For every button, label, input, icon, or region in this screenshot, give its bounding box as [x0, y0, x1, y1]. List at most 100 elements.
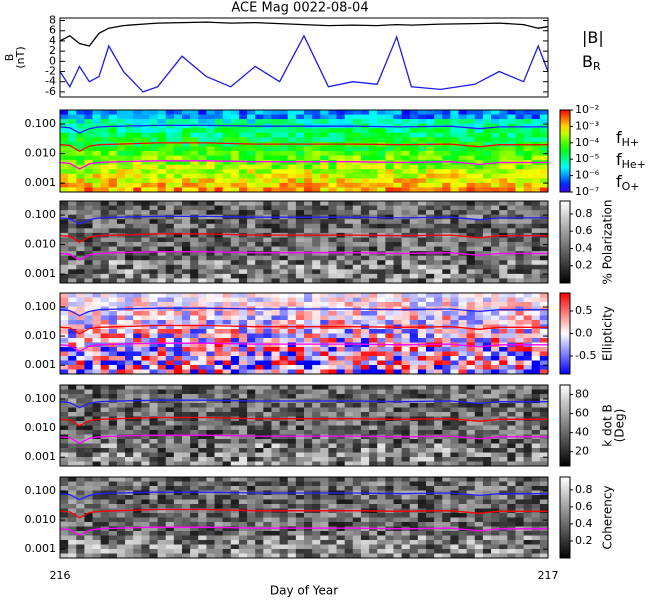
spectrogram-cell: [434, 495, 443, 500]
spectrogram-cell: [125, 128, 134, 134]
spectrogram-cell: [116, 407, 126, 413]
spectrogram-cell: [68, 155, 77, 161]
spectrogram-cell: [539, 128, 549, 134]
spectrogram-cell: [198, 329, 207, 334]
spectrogram-cell: [141, 320, 150, 325]
spectrogram-cell: [68, 347, 77, 352]
spectrogram-cell: [271, 461, 281, 467]
spectrogram-cell: [271, 182, 281, 188]
spectrogram-cell: [84, 302, 94, 307]
spectrogram-cell: [393, 347, 403, 352]
spectrogram-cell: [255, 495, 264, 500]
spectrogram-cell: [198, 508, 207, 514]
spectrogram-cell: [499, 443, 508, 449]
spectrogram-cell: [466, 306, 476, 312]
spectrogram-cell: [214, 219, 224, 225]
spectrogram-cell: [442, 242, 451, 248]
spectrogram-cell: [76, 385, 85, 390]
spectrogram-cell: [369, 201, 378, 207]
spectrogram-cell: [360, 164, 370, 170]
spectrogram-cell: [60, 389, 69, 395]
spectrogram-cell: [304, 481, 313, 487]
spectrogram-cell: [133, 173, 142, 179]
spectrogram-cell: [157, 461, 167, 467]
spectrogram-cell: [222, 315, 232, 321]
spectrogram-cell: [190, 114, 199, 120]
spectrogram-cell: [182, 499, 191, 505]
spectrogram-cell: [434, 169, 443, 175]
spectrogram-cell: [499, 228, 508, 234]
spectrogram-cell: [68, 421, 77, 426]
spectrogram-cell: [352, 342, 362, 348]
spectrogram-cell: [344, 223, 354, 229]
spectrogram-cell: [198, 237, 207, 243]
spectrogram-cell: [182, 269, 191, 275]
spectrogram-cell: [287, 155, 297, 161]
spectrogram-cell: [442, 421, 451, 426]
spectrogram-cell: [141, 486, 150, 491]
spectrogram-cell: [499, 205, 508, 211]
spectrogram-cell: [108, 302, 118, 307]
spectrogram-cell: [466, 302, 476, 307]
spectrogram-cell: [287, 128, 297, 134]
spectrogram-cell: [417, 178, 427, 184]
spectrogram-cell: [450, 164, 460, 170]
spectrogram-cell: [352, 246, 362, 252]
spectrogram-cell: [531, 490, 541, 496]
spectrogram-cell: [482, 481, 492, 487]
spectrogram-cell: [287, 169, 297, 175]
spectrogram-cell: [295, 210, 305, 216]
spectrogram-cell: [507, 237, 516, 243]
spectrogram-cell: [458, 452, 468, 458]
spectrogram-cell: [141, 448, 150, 453]
spectrogram-cell: [539, 315, 549, 321]
spectrogram-cell: [222, 119, 232, 125]
spectrogram-cell: [523, 264, 533, 270]
spectrogram-cell: [434, 443, 443, 449]
spectrogram-cell: [230, 495, 240, 500]
spectrogram-cell: [312, 160, 321, 166]
spectrogram-cell: [523, 425, 533, 431]
spectrogram-cell: [60, 351, 69, 357]
spectrogram-cell: [238, 320, 248, 325]
spectrogram-cell: [165, 119, 175, 125]
legend-entry: fH+: [616, 128, 639, 150]
spectrogram-cell: [458, 360, 468, 366]
spectrogram-cell: [287, 389, 297, 395]
spectrogram-cell: [149, 214, 159, 220]
spectrogram-cell: [214, 251, 224, 257]
spectrogram-cell: [369, 264, 378, 270]
spectrogram-cell: [442, 114, 451, 120]
spectrogram-cell: [491, 338, 500, 343]
spectrogram-cell: [92, 443, 102, 449]
spectrogram-cell: [287, 219, 297, 225]
spectrogram-cell: [149, 273, 159, 279]
spectrogram-cell: [149, 237, 159, 243]
spectrogram-cell: [182, 110, 191, 116]
spectrogram-cell: [133, 385, 142, 390]
spectrogram-cell: [100, 255, 110, 261]
spectrogram-cell: [352, 430, 362, 435]
spectrogram-cell: [165, 389, 175, 395]
spectrogram-cell: [385, 311, 394, 316]
spectrogram-cell: [68, 164, 77, 170]
spectrogram-cell: [84, 214, 94, 220]
spectrogram-cell: [182, 169, 191, 175]
spectrogram-cell: [442, 255, 451, 261]
spectrogram-cell: [222, 421, 232, 426]
spectrogram-cell: [198, 228, 207, 234]
spectrogram-cell: [60, 178, 69, 184]
spectrogram-cell: [320, 360, 329, 366]
spectrogram-cell: [222, 385, 232, 390]
spectrogram-cell: [222, 477, 232, 482]
spectrogram-cell: [271, 403, 281, 408]
spectrogram-cell: [182, 302, 191, 307]
spectrogram-cell: [344, 504, 354, 509]
spectrogram-cell: [165, 356, 175, 361]
spectrogram-cell: [295, 425, 305, 431]
spectrogram-cell: [149, 452, 159, 458]
spectrogram-cell: [491, 324, 500, 330]
spectrogram-cell: [182, 356, 191, 361]
spectrogram-cell: [173, 311, 183, 316]
spectrogram-cell: [417, 452, 427, 458]
